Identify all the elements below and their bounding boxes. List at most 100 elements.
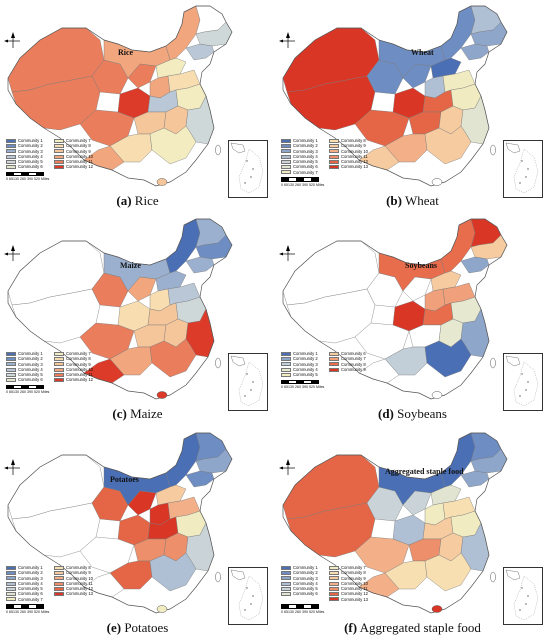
- country-outline: [7, 432, 233, 614]
- scale-ticks: 0 65130 260 390 520 Miles: [281, 609, 325, 614]
- legend-swatch: [329, 154, 339, 159]
- legend-swatch: [281, 159, 291, 164]
- province-region: [424, 338, 472, 378]
- legend-label: Community 1: [293, 351, 318, 356]
- map-title: Potatoes: [110, 475, 139, 484]
- map-title: Maize: [120, 261, 141, 270]
- legend-item: Community 9: [329, 367, 366, 372]
- scale-bar: 0 65130 260 390 520 Miles: [281, 379, 324, 389]
- legend-label: Community 2: [18, 356, 43, 362]
- legend-swatch: [329, 362, 339, 367]
- legend-label: Community 8: [66, 143, 91, 149]
- hainan-island: [156, 605, 168, 613]
- legend-item: Community 8: [329, 362, 366, 367]
- choropleth-map: [279, 218, 508, 400]
- legend-label: Community 6: [341, 351, 366, 356]
- province-region: [354, 536, 410, 574]
- legend-label: Community 5: [18, 586, 43, 592]
- legend-swatch: [54, 154, 64, 159]
- caption-name: Soybeans: [393, 406, 447, 421]
- taiwan-island: [215, 357, 221, 369]
- legend-label: Community 4: [18, 580, 43, 586]
- legend-item: Community 4: [281, 581, 318, 586]
- legend-label: Community 7: [18, 596, 43, 602]
- legend-item: Community 5: [6, 586, 43, 591]
- legend-swatch: [6, 570, 16, 575]
- legend-item: Community 7: [6, 597, 43, 602]
- legend-item: Community 11: [329, 154, 368, 159]
- legend-label: Community 3: [18, 575, 43, 581]
- south-china-sea-inset: [228, 353, 268, 411]
- legend-swatch: [6, 576, 16, 581]
- legend-swatch: [281, 154, 291, 159]
- legend-item: Community 2: [281, 570, 318, 575]
- legend-item: Community 9: [329, 576, 368, 581]
- legend-swatch: [281, 362, 291, 367]
- country-outline: [7, 218, 233, 400]
- legend-swatch: [6, 372, 16, 377]
- legend-label: Community 3: [18, 361, 43, 367]
- south-china-sea-inset: [503, 567, 543, 625]
- legend-label: Community 8: [341, 570, 366, 576]
- scale-ticks: 0 65130 260 390 520 Miles: [6, 390, 50, 395]
- legend-item: Community 10: [329, 581, 368, 586]
- legend-swatch: [6, 356, 16, 361]
- country-outline: [282, 218, 508, 400]
- caption-name: Potatoes: [121, 620, 169, 635]
- south-china-sea-inset: [503, 353, 543, 411]
- legend-item: Community 3: [281, 362, 318, 367]
- legend-label: Community 3: [293, 361, 318, 367]
- province-region: [354, 109, 410, 147]
- legend-item: Community 7: [329, 356, 366, 361]
- legend-swatch: [281, 367, 291, 372]
- legend-swatch: [329, 367, 339, 372]
- legend-item: Community 4: [6, 154, 43, 159]
- province-region: [460, 256, 490, 274]
- legend-label: Community 10: [341, 148, 368, 154]
- legend-swatch: [329, 597, 339, 602]
- legend-label: Community 8: [66, 356, 91, 362]
- legend-label: Community 12: [341, 159, 368, 165]
- province-region: [185, 43, 215, 61]
- legend-label: Community 9: [66, 361, 91, 367]
- scale-bar: 0 65130 260 390 520 Miles: [281, 604, 324, 614]
- taiwan-island: [490, 144, 496, 156]
- legend-item: Community 13: [54, 591, 93, 596]
- legend-label: Community 4: [18, 153, 43, 159]
- legend-item: Community 4: [281, 154, 318, 159]
- legend-label: Community 6: [18, 164, 43, 170]
- legend-item: Community 12: [54, 586, 93, 591]
- scale-bar: 0 65130 260 390 520 Miles: [6, 171, 49, 181]
- legend-swatch: [54, 149, 64, 154]
- legend-label: Community 9: [66, 570, 91, 576]
- province-region: [127, 276, 157, 302]
- legend-swatch: [54, 351, 64, 356]
- scale-bar: 0 65130 260 390 520 Miles: [6, 604, 49, 614]
- legend-item: Community 5: [281, 586, 318, 591]
- legend-swatch: [6, 597, 16, 602]
- legend-swatch: [54, 592, 64, 597]
- legend-swatch: [54, 362, 64, 367]
- legend-item: Community 11: [329, 586, 368, 591]
- legend-swatch: [54, 586, 64, 591]
- caption-letter: (e): [106, 620, 122, 635]
- legend-item: Community 5: [281, 159, 318, 164]
- choropleth-map: [279, 5, 508, 187]
- legend-item: Community 1: [6, 565, 43, 570]
- legend-item: Community 1: [281, 565, 318, 570]
- legend-item: Community 4: [281, 367, 318, 372]
- legend-label: Community 5: [18, 372, 43, 378]
- legend-label: Community 3: [293, 148, 318, 154]
- legend-label: Community 1: [293, 565, 318, 570]
- legend-label: Community 11: [66, 159, 93, 165]
- legend-swatch: [329, 576, 339, 581]
- north-arrow-icon: [279, 32, 295, 48]
- legend-item: Community 3: [281, 149, 318, 154]
- legend-swatch: [54, 576, 64, 581]
- legend-item: Community 6: [281, 591, 318, 596]
- legend-item: Community 1: [281, 138, 318, 143]
- scale-bar: 0 65130 260 390 520 Miles: [6, 384, 50, 395]
- legend-swatch: [6, 565, 16, 570]
- province-region: [79, 109, 135, 147]
- legend-swatch: [329, 565, 339, 570]
